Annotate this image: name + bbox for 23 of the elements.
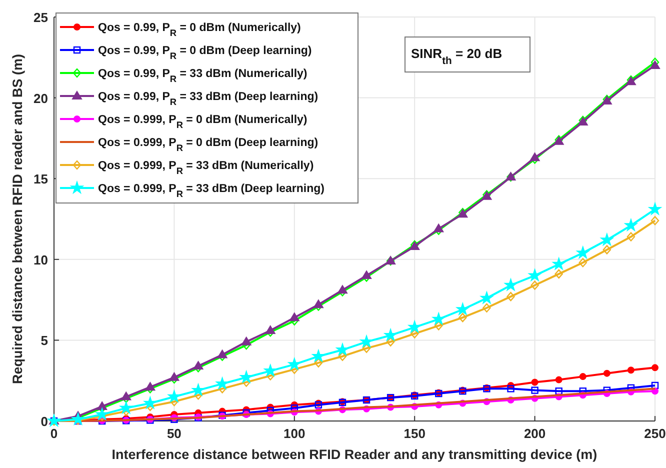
x-tick-label: 200 (524, 426, 546, 441)
legend-label: Qos = 0.999, P$_{R}$ = 0 dBm (Numerically) (98, 114, 308, 130)
x-tick-label: 50 (166, 426, 182, 441)
legend-label: Qos = 0.99, P$_{R}$ = 0 dBm (Numerically) (98, 22, 302, 38)
y-tick-label: 10 (34, 252, 48, 268)
x-tick-label: 150 (404, 426, 426, 441)
x-tick-label: 250 (644, 426, 666, 441)
legend-label: Qos = 0.999, P$_{R}$ = 33 dBm (Numerically) (98, 160, 314, 176)
x-tick-label: 0 (50, 426, 58, 441)
legend-label: Qos = 0.99, P$_{R}$ = 33 dBm (Numerically) (98, 68, 308, 84)
x-axis-title: Interference distance between RFID Reader and any transmitting device (m) (112, 447, 598, 462)
y-tick-label: 5 (40, 333, 48, 348)
y-tick-label: 20 (34, 90, 48, 106)
x-tick-label: 100 (284, 426, 306, 441)
y-tick-label: 25 (34, 10, 48, 25)
y-tick-label: 15 (34, 172, 48, 187)
y-axis-title: Required distance between RFID reader and BS (m) (10, 54, 25, 384)
legend-label: Qos = 0.999, P$_{R}$ = 0 dBm (Deep learning) (98, 137, 318, 153)
y-tick-label: 0 (40, 414, 48, 429)
legend-label: Qos = 0.99, P$_{R}$ = 33 dBm (Deep learning) (98, 91, 318, 107)
legend-label: Qos = 0.99, P$_{R}$ = 0 dBm (Deep learning) (98, 45, 312, 61)
legend-label: Qos = 0.999, P$_{R}$ = 33 dBm (Deep learning) (98, 183, 325, 199)
annotation: SINR$_{th}$ = 20 dB (411, 46, 502, 66)
